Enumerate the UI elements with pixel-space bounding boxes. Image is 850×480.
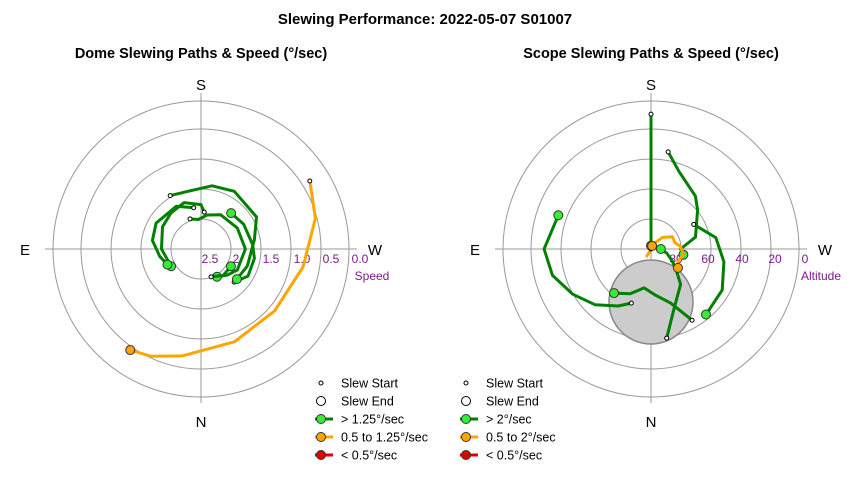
slew-end-marker [647,240,658,251]
slew-path [613,286,694,322]
radial-tick-label: 1.5 [263,252,280,266]
slew-end-marker [672,262,683,273]
legend-label: Slew End [341,395,394,409]
panel-title: Scope Slewing Paths & Speed (°/sec) [523,46,779,62]
legend-label: < 0.5°/sec [341,449,397,463]
radial-tick-label: 0.0 [352,252,369,266]
zenith-exclusion-zone [608,259,694,345]
legend-label: 0.5 to 2°/sec [486,431,556,445]
slew-start-marker [201,209,207,215]
slew-start-marker [689,317,695,323]
radial-tick-label: 60 [701,252,715,266]
slew-start-marker [691,221,697,227]
slew-end-marker [700,309,711,320]
direction-label-bottom: N [196,414,207,431]
slew-start-marker [167,193,173,199]
slew-path [160,201,206,268]
legend-end-marker [316,396,326,406]
legend-label: Slew Start [486,377,543,391]
legend-end-marker [461,396,471,406]
legend-marker [461,432,471,442]
direction-label-bottom: N [646,414,657,431]
slew-end-marker [162,259,173,270]
legend-start-marker [318,380,324,386]
slew-end-marker [231,274,242,285]
radial-tick-label: 2.5 [202,252,219,266]
slew-path [230,211,256,284]
radial-axis-name: Altitude [801,269,841,283]
legend-marker [316,414,326,424]
slew-path [129,180,317,358]
direction-label-right: W [368,242,383,259]
slew-end-marker [609,288,620,299]
slew-start-marker [191,205,197,211]
radial-axis-name: Speed [355,269,390,283]
direction-label-right: W [818,242,833,259]
radial-tick-label: 0 [802,252,809,266]
legend-label: < 0.5°/sec [486,449,542,463]
legend-label: Slew End [486,395,539,409]
legend-label: Slew Start [341,377,398,391]
scope-panel: Scope Slewing Paths & Speed (°/sec)SNE W8… [460,46,841,463]
legend-marker [461,450,471,460]
radial-tick-label: 0.5 [323,252,340,266]
direction-label-left: E [470,242,480,259]
slew-path [666,151,700,256]
slew-path [692,223,726,316]
slew-path [169,184,258,281]
slew-path [542,214,632,308]
slew-path [189,213,247,279]
radial-tick-label: 40 [735,252,749,266]
dome-panel: Dome Slewing Paths & Speed (°/sec) S N E W 2.… [20,46,428,463]
legend-marker [316,432,326,442]
radial-tick-label: 1.0 [294,252,311,266]
slew-start-marker [665,149,671,155]
slew-end-marker [225,261,236,272]
legend-marker [316,450,326,460]
legend-marker [461,414,471,424]
legend-label: > 1.25°/sec [341,413,404,427]
direction-label-left: E [20,242,30,259]
slew-start-marker [307,178,313,184]
radial-tick-label: 2 [233,252,240,266]
legend-start-marker [463,380,469,386]
radial-tick-label: 20 [768,252,782,266]
legend: Slew Start Slew End > 1.25°/sec 0.5 to 1.25… [315,377,428,463]
direction-label-top: S [196,77,206,94]
chart-title: Slewing Performance: 2022-05-07 S01007 [278,11,572,28]
slew-start-marker [664,335,670,341]
legend: Slew Start Slew End > 2°/sec 0.5 to 2°/sec <… [460,377,556,463]
slew-end-marker [125,345,136,356]
slew-path [150,204,194,266]
direction-label-top: S [646,77,656,94]
legend-label: 0.5 to 1.25°/sec [341,431,428,445]
slew-start-marker [648,111,654,117]
slew-start-marker [628,300,634,306]
slew-end-marker [553,210,564,221]
legend-label: > 2°/sec [486,413,532,427]
slew-start-marker [208,274,214,280]
panel-title: Dome Slewing Paths & Speed (°/sec) [75,46,328,62]
slew-start-marker [187,216,193,222]
slew-end-marker [655,244,666,254]
slew-end-marker [226,208,237,219]
